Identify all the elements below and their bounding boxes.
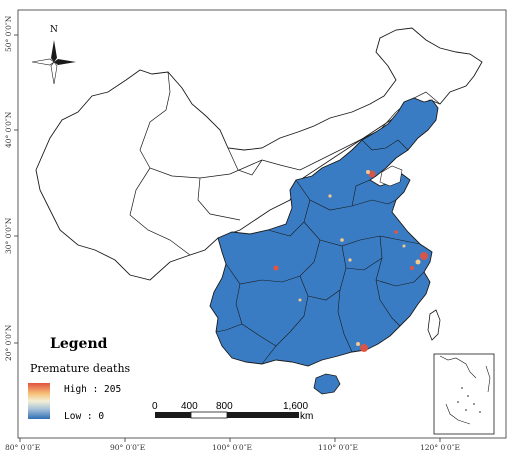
bohai-sea bbox=[379, 165, 403, 187]
graticule-ticks bbox=[14, 34, 441, 442]
south-china-sea-inset bbox=[433, 353, 495, 435]
legend-color-ramp bbox=[28, 383, 50, 419]
scale-unit: km bbox=[300, 411, 313, 422]
north-label: N bbox=[50, 25, 58, 35]
lon-label-90: 90° 0′0″E bbox=[110, 443, 145, 452]
scale-label-800: 800 bbox=[216, 401, 233, 412]
inset-coastline bbox=[439, 355, 491, 425]
china-outline bbox=[35, 27, 483, 281]
lon-label-100: 100° 0′0″E bbox=[212, 443, 252, 452]
lat-label-50: 50° 0′0″N bbox=[4, 15, 13, 52]
map-frame bbox=[17, 9, 507, 439]
legend-high-label: High : 205 bbox=[64, 384, 121, 395]
legend-title: Legend bbox=[50, 336, 108, 352]
lon-label-120: 120° 0′0″E bbox=[420, 443, 460, 452]
lat-label-20: 20° 0′0″N bbox=[4, 324, 13, 361]
lat-label-30: 30° 0′0″N bbox=[4, 217, 13, 254]
hainan-island bbox=[313, 373, 341, 395]
province-borders-east bbox=[215, 139, 425, 365]
scale-bar bbox=[155, 411, 299, 419]
north-arrow bbox=[31, 40, 76, 85]
scale-label-1600: 1,600 bbox=[283, 401, 308, 412]
scale-label-400: 400 bbox=[181, 401, 198, 412]
death-hotspots bbox=[273, 170, 428, 352]
lon-label-110: 110° 0′0″E bbox=[318, 443, 358, 452]
legend-subtitle: Premature deaths bbox=[30, 362, 131, 375]
lon-label-80: 80° 0′0″E bbox=[5, 443, 40, 452]
inset-islands bbox=[457, 387, 481, 413]
legend-low-label: Low : 0 bbox=[64, 411, 104, 422]
lat-label-40: 40° 0′0″N bbox=[4, 111, 13, 148]
scale-label-0: 0 bbox=[152, 401, 158, 412]
premature-deaths-region bbox=[209, 97, 439, 367]
taiwan-island bbox=[427, 309, 441, 341]
